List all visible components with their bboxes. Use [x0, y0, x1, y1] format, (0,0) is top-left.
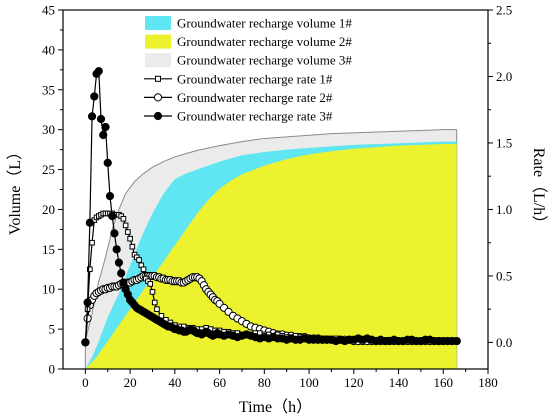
y-axis-right-title: Rate（L/h）: [530, 148, 548, 232]
rate-point-3: [117, 269, 126, 278]
y-axis-left-title: Volume（L）: [6, 144, 24, 235]
rate-point-3: [94, 67, 103, 76]
y-right-tick-label: 1.0: [496, 202, 512, 217]
legend-item-1: Groundwater recharge volume 1#: [145, 16, 352, 31]
x-axis-title: Time（h）: [239, 398, 312, 416]
x-tick-label: 160: [434, 375, 454, 390]
y-right-tick-label: 2.5: [496, 3, 512, 18]
x-tick-label: 20: [124, 375, 137, 390]
rate-point-3: [103, 158, 112, 168]
rate-series-3: [81, 67, 461, 347]
rate-point-1: [136, 257, 142, 263]
rate-point-3: [85, 218, 94, 227]
legend-swatch: [145, 53, 171, 68]
y-left-tick-label: 5: [49, 322, 56, 337]
plot-lines: [81, 67, 461, 347]
y-left-tick-label: 20: [42, 202, 55, 217]
x-tick-label: 180: [478, 375, 498, 390]
rate-point-3: [96, 114, 106, 124]
ticks: 0 20 40 60 80 100 120 140 160 180 0 5 10 15 20 25 30 35 40…: [42, 3, 512, 391]
legend-item-2: Groundwater recharge volume 2#: [145, 34, 352, 49]
rate-point-3: [105, 192, 115, 201]
rate-point-3: [112, 245, 121, 254]
y-right-tick-label: 0.5: [496, 268, 512, 283]
plot-areas: [84, 129, 458, 370]
legend-label: Groundwater recharge rate 1#: [177, 71, 333, 86]
rate-point-3: [83, 298, 92, 307]
legend: Groundwater recharge volume 1# Groundwate…: [141, 12, 373, 128]
rate-point-1: [89, 239, 95, 246]
y-right-tick-label: 2.0: [496, 69, 512, 84]
legend-item-6: Groundwater recharge rate 3#: [144, 109, 333, 124]
x-tick-label: 80: [258, 375, 271, 390]
rate-point-3: [99, 130, 108, 140]
rate-point-1: [140, 266, 147, 273]
y-right-tick-label: 0.0: [496, 335, 512, 350]
y-left-tick-label: 30: [42, 122, 55, 137]
x-tick-label: 0: [82, 375, 89, 390]
legend-swatch: [145, 34, 171, 49]
rate-point-3: [119, 278, 128, 287]
legend-label: Groundwater recharge rate 3#: [177, 109, 333, 124]
y-left-tick-label: 0: [49, 362, 56, 377]
legend-item-5: Groundwater recharge rate 2#: [144, 90, 333, 105]
rate-point-1: [120, 215, 127, 222]
rate-point-1: [129, 243, 136, 250]
legend-label: Groundwater recharge rate 2#: [177, 90, 333, 105]
rate-point-1: [151, 299, 158, 306]
rate-point-1: [147, 281, 154, 287]
rate-point-1: [154, 306, 160, 312]
rate-point-3: [87, 112, 97, 121]
volume-area-2: [85, 144, 457, 369]
rate-point-1: [127, 235, 133, 242]
y-left-tick-label: 40: [42, 42, 55, 57]
y-left-tick-label: 35: [42, 82, 55, 97]
rate-point-1: [122, 222, 129, 229]
rate-point-3: [101, 122, 110, 132]
legend-label: Groundwater recharge volume 2#: [177, 34, 352, 49]
x-tick-label: 140: [389, 375, 409, 390]
rate-point-1: [87, 266, 93, 273]
legend-swatch: [145, 16, 171, 30]
x-tick-label: 60: [213, 375, 226, 390]
y-left-tick-label: 10: [42, 282, 55, 297]
rate-point-3: [452, 336, 461, 346]
legend-marker: [153, 111, 163, 121]
legend-label: Groundwater recharge volume 1#: [177, 16, 352, 31]
rate-point-3: [108, 211, 117, 221]
y-left-tick-label: 15: [42, 242, 55, 257]
rate-point-1: [149, 289, 156, 295]
legend-background: [141, 12, 373, 128]
rate-point-3: [114, 258, 124, 267]
rate-point-3: [81, 338, 90, 347]
rate-point-3: [110, 229, 119, 238]
x-tick-label: 120: [344, 375, 364, 390]
legend-item-4: Groundwater recharge rate 1#: [144, 71, 333, 86]
legend-item-3: Groundwater recharge volume 3#: [145, 53, 352, 68]
legend-label: Groundwater recharge volume 3#: [177, 53, 352, 68]
rate-point-3: [90, 92, 99, 101]
legend-marker: [153, 93, 163, 102]
rate-point-1: [125, 229, 131, 235]
y-right-tick-label: 1.5: [496, 135, 512, 150]
x-tick-label: 40: [168, 375, 181, 390]
y-left-tick-label: 25: [42, 162, 55, 177]
legend-marker: [155, 75, 161, 82]
x-tick-label: 100: [299, 375, 319, 390]
y-left-tick-label: 45: [42, 3, 55, 18]
